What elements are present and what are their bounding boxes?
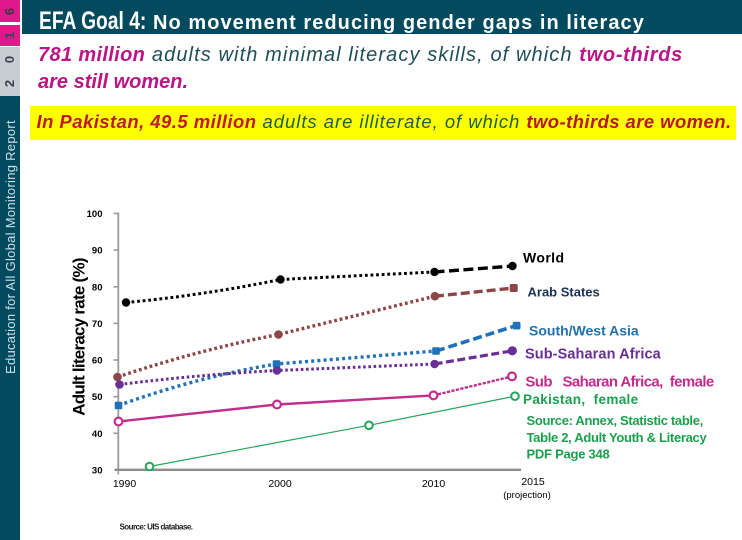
svg-text:40: 40 [92, 429, 103, 440]
svg-text:100: 100 [87, 209, 103, 220]
svg-text:PDF Page 348: PDF Page 348 [527, 447, 610, 462]
svg-text:Pakistan, female: Pakistan, female [523, 392, 639, 407]
svg-text:Source: UIS database.: Source: UIS database. [120, 523, 193, 532]
svg-text:Adult literacy rate (%): Adult literacy rate (%) [70, 258, 89, 416]
svg-text:90: 90 [92, 246, 103, 257]
svg-text:World: World [523, 250, 564, 266]
svg-text:Source: Annex, Statistic table: Source: Annex, Statistic table, [527, 413, 703, 428]
svg-text:2000: 2000 [268, 478, 292, 490]
svg-text:Table 2, Adult Youth & Literac: Table 2, Adult Youth & Literacy [527, 430, 708, 445]
svg-text:50: 50 [92, 392, 103, 403]
svg-text:2015: 2015 [521, 476, 545, 488]
svg-text:2010: 2010 [422, 478, 446, 490]
svg-text:Sub-Saharan Africa: Sub-Saharan Africa [525, 346, 662, 362]
svg-text:South/West Asia: South/West Asia [529, 322, 639, 338]
svg-text:80: 80 [92, 282, 103, 293]
svg-text:30: 30 [92, 466, 103, 477]
svg-text:70: 70 [92, 319, 103, 330]
svg-text:1990: 1990 [113, 478, 137, 490]
svg-text:(projection): (projection) [503, 490, 551, 501]
svg-text:Sub Saharan Africa, female: Sub Saharan Africa, female [525, 374, 713, 391]
svg-text:60: 60 [92, 356, 103, 367]
svg-text:Arab States: Arab States [528, 284, 600, 299]
